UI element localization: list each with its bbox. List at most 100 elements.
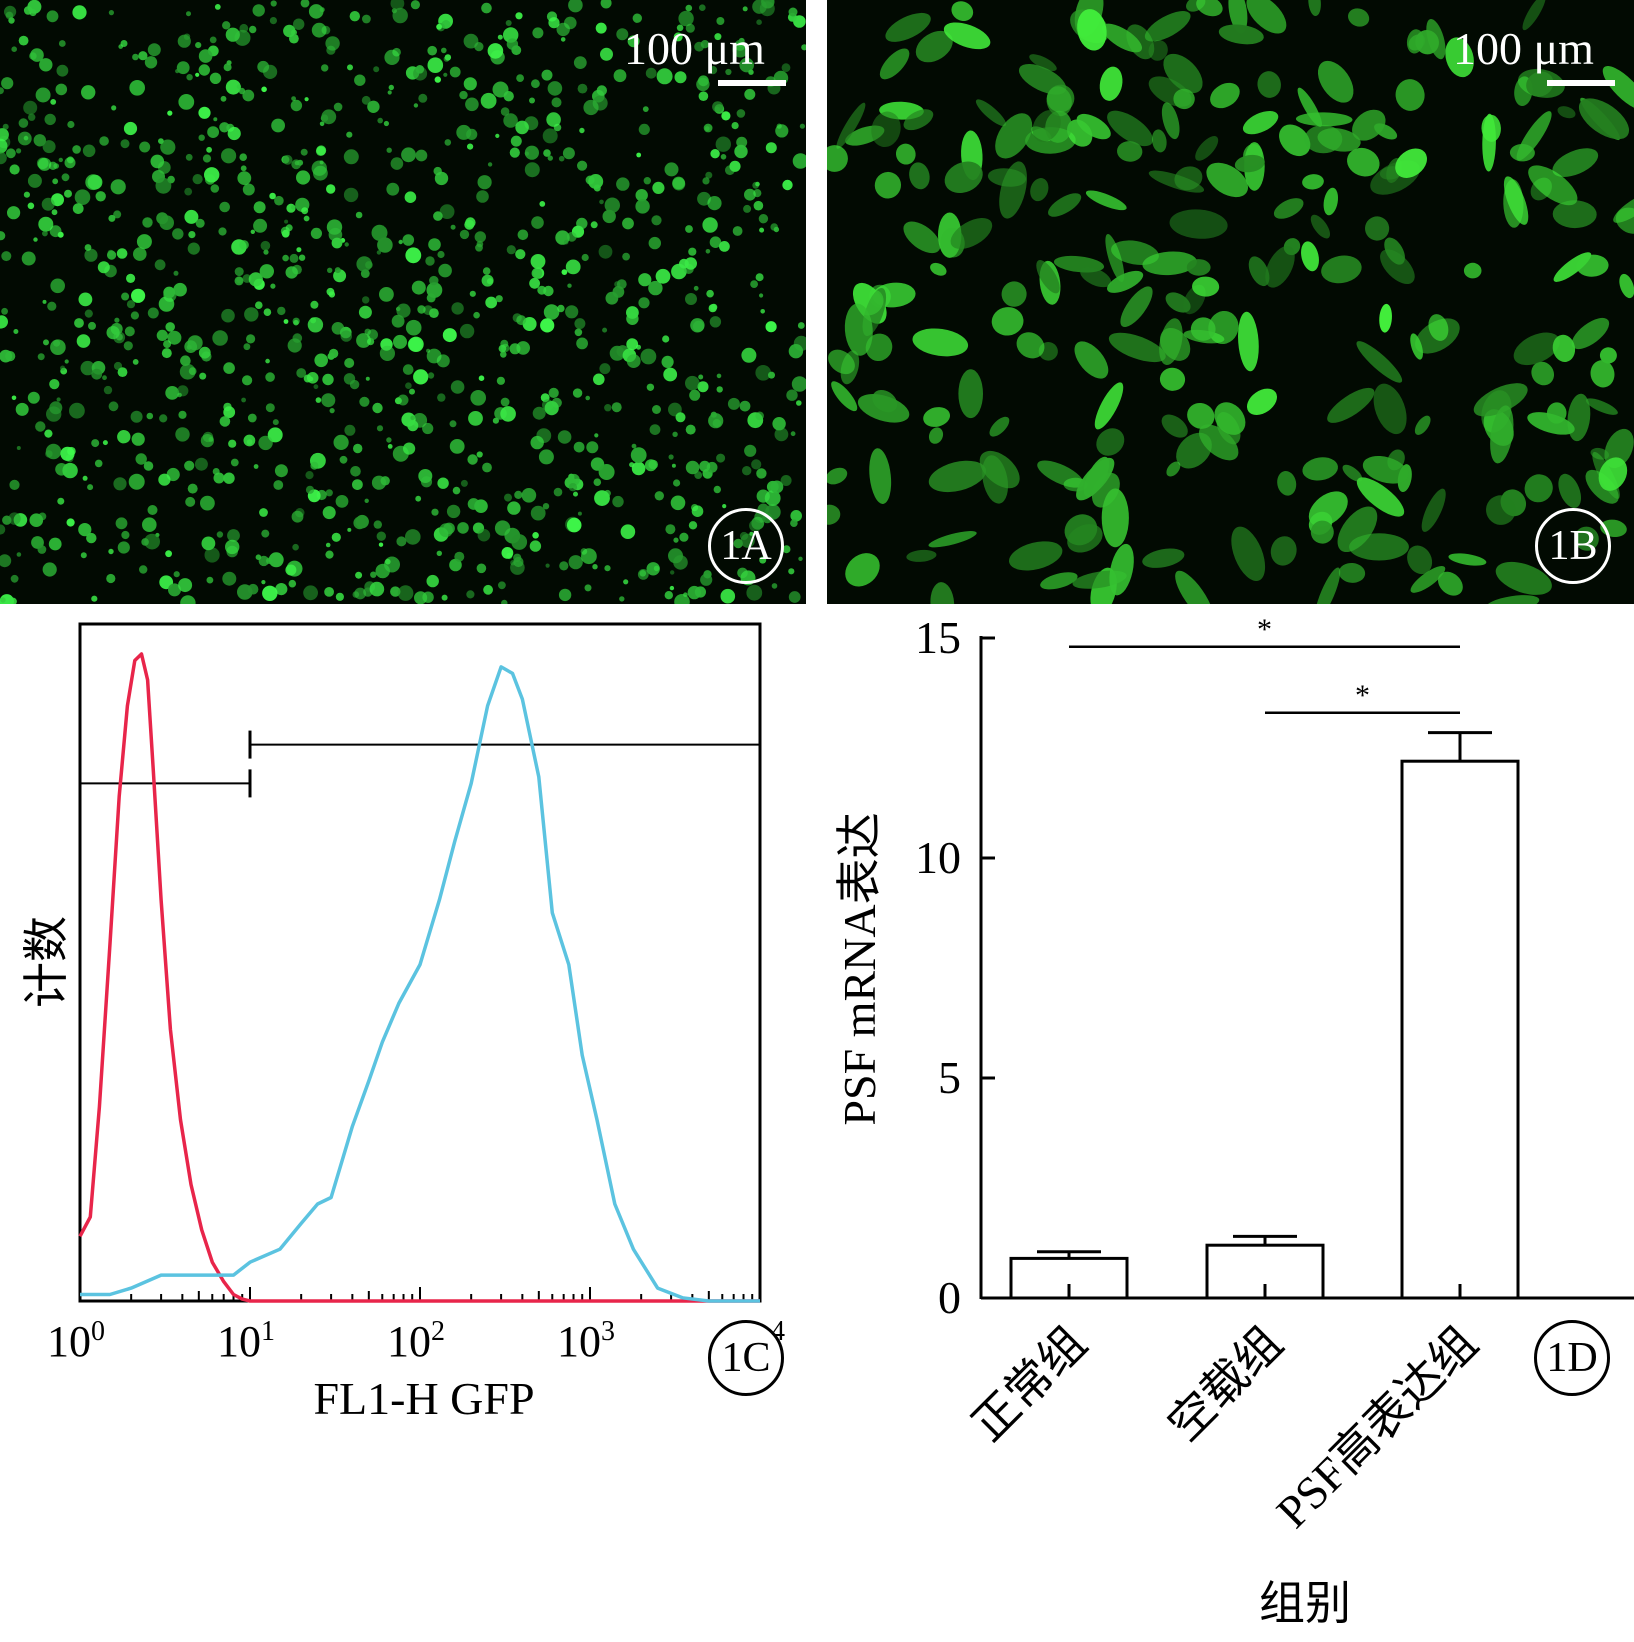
cell (482, 267, 491, 275)
cell (202, 154, 212, 163)
cell (1362, 455, 1409, 484)
cell (497, 34, 503, 40)
cell (553, 487, 563, 497)
cell (567, 283, 572, 288)
panel-label-1a: 1A (708, 508, 784, 584)
cell (1337, 506, 1378, 553)
cell (97, 261, 110, 274)
cell (765, 321, 777, 333)
cell (135, 453, 147, 465)
cell (402, 234, 415, 246)
cell (173, 571, 180, 578)
cell (951, 1, 974, 21)
cell (283, 319, 289, 324)
cell (498, 581, 506, 590)
cell (791, 376, 806, 392)
cell (10, 574, 19, 583)
cell (61, 173, 70, 182)
cell (1190, 317, 1216, 341)
cell (0, 554, 12, 568)
cell (742, 466, 752, 476)
y-tick-label: 5 (938, 1052, 961, 1103)
cell (275, 583, 288, 596)
cell (222, 571, 237, 586)
cell (277, 306, 286, 316)
cell (879, 48, 910, 80)
cell (548, 387, 559, 398)
cell (930, 582, 955, 604)
cell (195, 218, 205, 228)
cell (371, 224, 388, 241)
cell (751, 459, 762, 470)
cell (543, 149, 551, 157)
cell (770, 480, 784, 494)
cell (2, 123, 9, 130)
cell (316, 145, 327, 156)
cell (865, 333, 893, 362)
cell (588, 174, 604, 189)
cell (315, 397, 322, 403)
cell (5, 148, 16, 159)
cell (198, 49, 213, 63)
cell (285, 564, 297, 576)
cell (141, 538, 149, 546)
cell (198, 346, 211, 359)
cell (793, 335, 806, 351)
cell (632, 13, 642, 23)
y-tick-label: 0 (938, 1272, 961, 1323)
cell (106, 326, 120, 340)
cell (698, 374, 704, 380)
cell (260, 240, 271, 251)
cell (46, 406, 62, 422)
cell (1199, 424, 1239, 461)
cell (1490, 405, 1514, 464)
cell (690, 318, 705, 333)
cell (792, 153, 806, 169)
cell (173, 270, 179, 276)
x-tick-label: 103 (557, 1316, 615, 1366)
cell (439, 204, 455, 220)
cell (1159, 318, 1183, 365)
cell (664, 591, 673, 600)
x-axis-title-1c: FL1-H GFP (313, 1373, 534, 1424)
cell (1347, 147, 1380, 177)
cell (501, 343, 510, 353)
cell (465, 97, 479, 112)
cell (459, 90, 468, 100)
cell (184, 340, 198, 353)
cell (477, 528, 491, 542)
cell (379, 287, 394, 302)
cell (494, 407, 507, 420)
cell (515, 249, 526, 260)
cell (418, 93, 428, 103)
cell (248, 272, 263, 287)
cell (214, 4, 221, 10)
cell (39, 58, 53, 72)
cell (379, 345, 395, 361)
cell (198, 134, 205, 141)
cell (662, 335, 670, 343)
cell (38, 216, 54, 232)
cell (138, 51, 148, 61)
cell (195, 42, 202, 49)
cell (361, 95, 371, 105)
cell (685, 225, 693, 233)
cell (1486, 495, 1516, 525)
cell (557, 430, 572, 444)
cell (23, 100, 38, 115)
cell (1308, 491, 1348, 527)
cell (405, 319, 422, 336)
cell (301, 207, 309, 215)
cell (1242, 110, 1279, 135)
cell (586, 441, 599, 454)
cell (242, 183, 255, 196)
cell (664, 162, 679, 177)
cell (450, 380, 465, 394)
cell (511, 534, 528, 550)
cell (175, 427, 190, 442)
cell (335, 495, 349, 508)
cell (335, 592, 344, 601)
panel-label-1b: 1B (1535, 508, 1611, 584)
cell (684, 257, 697, 270)
cell (292, 543, 299, 551)
